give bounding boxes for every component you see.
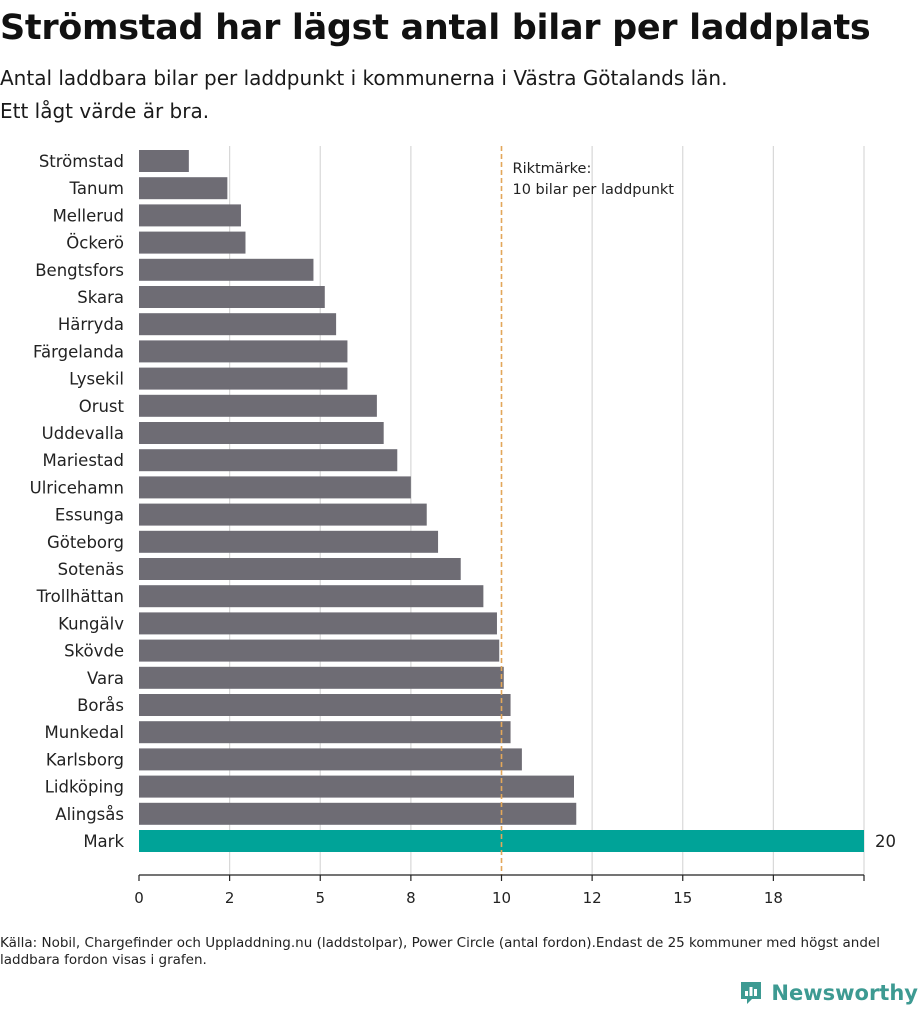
category-label: Lysekil xyxy=(69,370,124,389)
bar-öckerö xyxy=(139,231,246,254)
subtitle-line-1: Antal laddbara bilar per laddpunkt i kom… xyxy=(0,66,728,90)
bar-chart: Riktmärke: 10 bilar per laddpunkt Strömst… xyxy=(30,146,896,907)
x-tick-label: 0 xyxy=(134,889,144,907)
bar-orust xyxy=(139,394,377,417)
bar-mark xyxy=(139,830,864,852)
bar-sotenäs xyxy=(139,558,461,580)
bar-vara xyxy=(139,666,504,689)
x-axis: 0 2 5 8 10 12 15 18 xyxy=(134,874,865,907)
bar-essunga xyxy=(139,503,427,526)
x-tick-label: 2 xyxy=(225,889,235,907)
bar-ulricehamn xyxy=(139,476,411,499)
category-label: Ulricehamn xyxy=(30,478,124,497)
category-label: Trollhättan xyxy=(36,587,124,606)
bar-lidköping xyxy=(139,775,574,798)
bar-mariestad xyxy=(139,449,398,472)
reference-line-group: Riktmärke: 10 bilar per laddpunkt xyxy=(500,146,675,875)
x-tick-label: 12 xyxy=(583,889,602,907)
bar-kungälv xyxy=(139,612,497,635)
subtitle-line-2: Ett lågt värde är bra. xyxy=(0,99,210,123)
category-label: Vara xyxy=(87,669,124,688)
category-label: Karlsborg xyxy=(46,750,124,769)
source-note: Källa: Nobil, Chargefinder och Uppladdni… xyxy=(0,935,880,968)
category-label: Essunga xyxy=(55,506,124,525)
category-label: Mariestad xyxy=(42,451,124,470)
category-label: Tanum xyxy=(69,179,124,198)
category-label: Borås xyxy=(77,696,124,715)
bar-karlsborg xyxy=(139,748,522,771)
category-label: Mellerud xyxy=(53,206,124,225)
category-labels: Strömstad Tanum Mellerud Öckerö Bengtsfors Sk… xyxy=(30,152,896,851)
reference-label: Riktmärke: xyxy=(513,161,592,177)
category-label: Öckerö xyxy=(66,234,124,253)
newsworthy-logo[interactable]: Newsworthy xyxy=(739,980,918,1006)
x-tick-label: 18 xyxy=(764,889,783,907)
bar-mellerud xyxy=(139,204,241,227)
bars xyxy=(139,150,864,852)
reference-label: 10 bilar per laddpunkt xyxy=(513,182,675,198)
category-label: Skövde xyxy=(64,642,124,661)
bar-skara xyxy=(139,286,325,308)
logo-text: Newsworthy xyxy=(771,981,918,1005)
category-label: Orust xyxy=(79,397,125,416)
category-label: Färgelanda xyxy=(33,342,124,361)
category-label: Lidköping xyxy=(45,778,124,797)
category-label: Göteborg xyxy=(47,533,124,552)
chart-title: Strömstad har lägst antal bilar per ladd… xyxy=(0,8,871,48)
category-label: Mark xyxy=(83,832,124,851)
category-label: Strömstad xyxy=(39,152,124,171)
bar-munkedal xyxy=(139,721,511,744)
bar-skövde xyxy=(139,639,500,662)
bar-tanum xyxy=(139,177,228,200)
bar-alingsås xyxy=(139,802,577,825)
category-label: Härryda xyxy=(58,315,124,334)
bar-trollhättan xyxy=(139,585,484,608)
bar-borås xyxy=(139,694,511,716)
x-tick-label: 10 xyxy=(492,889,511,907)
category-label: Kungälv xyxy=(58,614,124,633)
category-label: Bengtsfors xyxy=(35,261,124,280)
bar-bengtsfors xyxy=(139,258,314,281)
category-label: Sotenäs xyxy=(58,560,124,579)
bar-göteborg xyxy=(139,530,439,553)
category-label: Skara xyxy=(77,288,124,307)
category-label: Munkedal xyxy=(45,723,124,742)
x-tick-label: 15 xyxy=(673,889,692,907)
bar-färgelanda xyxy=(139,340,348,363)
bar-strömstad xyxy=(139,150,189,172)
bar-lysekil xyxy=(139,367,348,390)
chart-subtitle: Antal laddbara bilar per laddpunkt i kom… xyxy=(0,62,910,128)
newsworthy-logo-icon xyxy=(741,982,762,1004)
category-label: Alingsås xyxy=(55,805,124,824)
x-tick-label: 8 xyxy=(406,889,416,907)
bar-uddevalla xyxy=(139,422,384,444)
data-label: 20 xyxy=(875,832,896,851)
x-tick-label: 5 xyxy=(315,889,325,907)
bar-härryda xyxy=(139,313,337,336)
category-label: Uddevalla xyxy=(42,424,124,443)
